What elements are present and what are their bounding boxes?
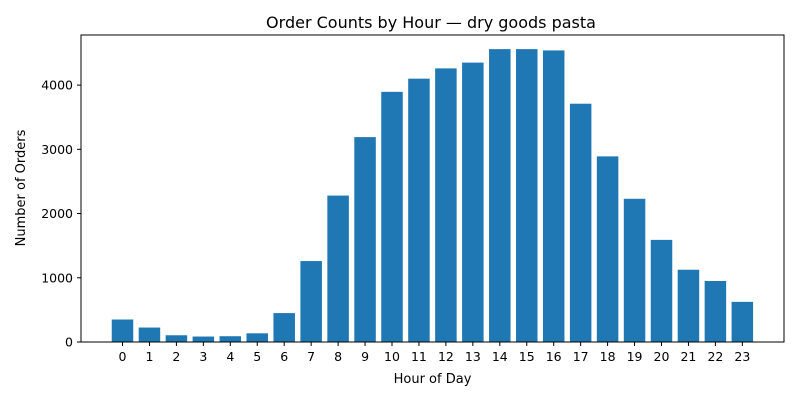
bar-hour-8 [327, 195, 349, 342]
bar-hour-21 [677, 269, 700, 342]
bar-hour-4 [219, 336, 242, 342]
y-tick-label: 4000 [41, 78, 73, 93]
x-tick-label: 1 [145, 349, 153, 364]
bar-hour-12 [435, 68, 457, 342]
bar-hour-0 [111, 319, 134, 342]
bar-hour-15 [516, 49, 538, 343]
y-tick-label: 2000 [41, 206, 73, 221]
bar-hour-6 [273, 313, 295, 342]
bar-hour-16 [542, 50, 565, 343]
bar-hour-23 [731, 301, 754, 342]
x-tick-label: 12 [438, 349, 454, 364]
bar-hour-19 [623, 198, 646, 342]
x-tick-label: 15 [519, 349, 535, 364]
x-tick-label: 7 [307, 349, 315, 364]
bar-hour-20 [650, 239, 673, 342]
x-axis-ticks: 0 1 2 3 4 5 6 7 8 9 10 11 12 13 14 15 16 17 18 19 20 21 22 23 [119, 342, 750, 364]
x-tick-label: 22 [707, 349, 723, 364]
x-tick-label: 10 [384, 349, 400, 364]
x-tick-label: 0 [119, 349, 127, 364]
x-tick-label: 23 [734, 349, 750, 364]
bar-hour-18 [596, 156, 619, 342]
y-axis-ticks: 0 1000 2000 3000 4000 [41, 78, 81, 350]
bar-hour-10 [381, 91, 403, 342]
bar-hour-14 [489, 49, 511, 343]
x-tick-label: 21 [680, 349, 696, 364]
x-tick-label: 5 [253, 349, 261, 364]
x-tick-label: 20 [654, 349, 670, 364]
bar-hour-9 [354, 137, 376, 342]
chart-title: Order Counts by Hour — dry goods pasta [266, 13, 596, 32]
x-tick-label: 14 [492, 349, 508, 364]
x-tick-label: 19 [627, 349, 643, 364]
plot-frame [80, 34, 785, 343]
x-tick-label: 9 [361, 349, 369, 364]
x-tick-label: 17 [573, 349, 589, 364]
bar-hour-2 [165, 335, 188, 342]
x-tick-label: 11 [411, 349, 427, 364]
bar-hour-1 [138, 327, 161, 342]
y-tick-label: 0 [65, 335, 73, 350]
y-tick-label: 3000 [41, 142, 73, 157]
x-tick-label: 6 [280, 349, 288, 364]
bar-hour-17 [569, 103, 592, 342]
bar-hour-11 [408, 78, 430, 342]
x-tick-label: 4 [226, 349, 234, 364]
x-tick-label: 18 [600, 349, 616, 364]
bar-hour-13 [462, 62, 484, 342]
y-tick-label: 1000 [41, 270, 73, 285]
y-axis-label: Number of Orders [14, 129, 29, 246]
x-tick-label: 8 [334, 349, 342, 364]
bar-hour-22 [704, 280, 727, 342]
x-tick-label: 2 [172, 349, 180, 364]
bar-hour-3 [192, 336, 215, 342]
x-tick-label: 16 [546, 349, 562, 364]
bar-hour-7 [300, 261, 322, 342]
x-tick-label: 3 [199, 349, 207, 364]
bars-group [111, 49, 754, 343]
x-tick-label: 13 [465, 349, 481, 364]
x-axis-label: Hour of Day [394, 372, 472, 387]
bar-hour-5 [246, 333, 268, 342]
